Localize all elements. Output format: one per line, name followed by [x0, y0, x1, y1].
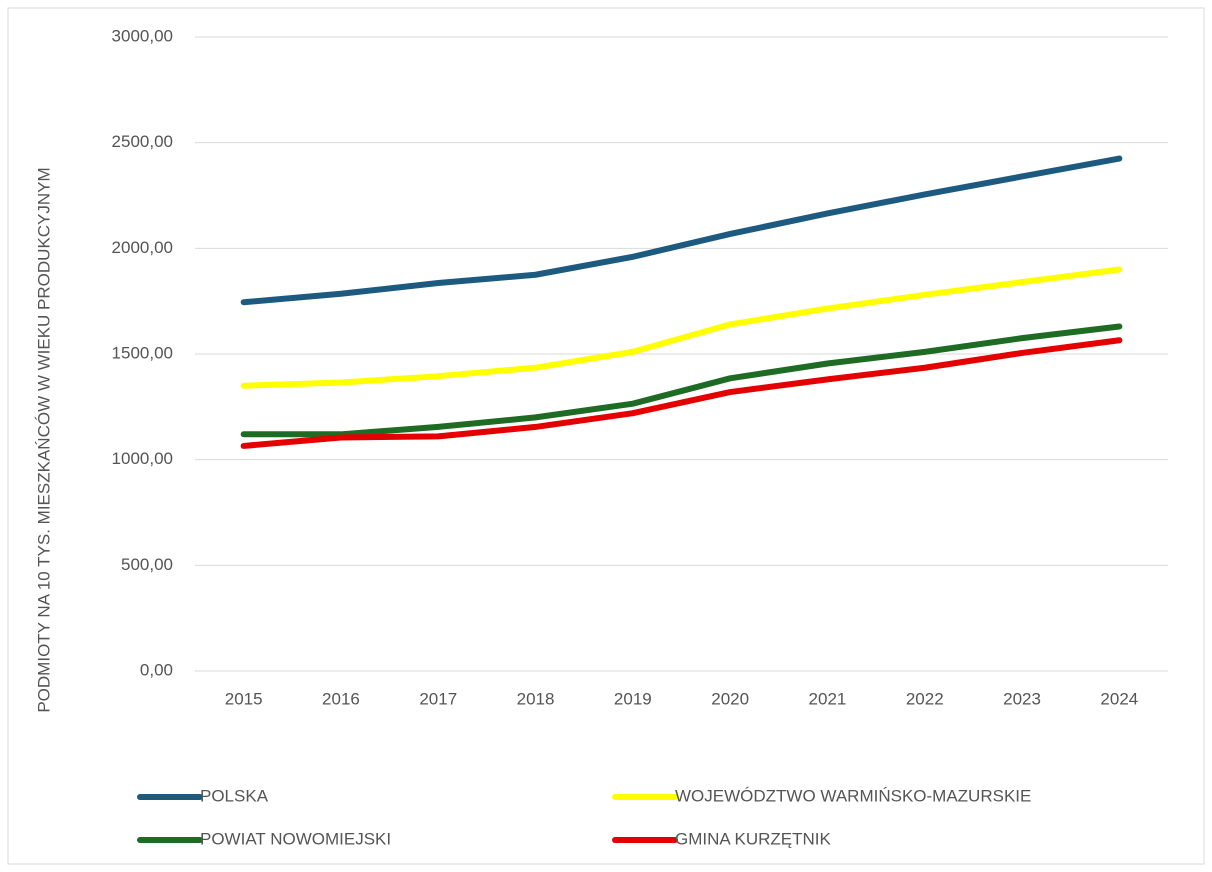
- y-tick-label: 500,00: [121, 555, 173, 574]
- y-tick-label: 1000,00: [112, 449, 173, 468]
- series-line: [240, 337, 1123, 449]
- x-tick-label: 2018: [517, 689, 555, 708]
- x-tick-label: 2020: [711, 689, 749, 708]
- x-tick-label: 2017: [419, 689, 457, 708]
- x-tick-label: 2015: [225, 689, 263, 708]
- series-line: [240, 266, 1123, 389]
- x-tick-label: 2019: [614, 689, 652, 708]
- y-axis-title: PODMIOTY NA 10 TYS. MIESZKAŃCÓW W WIEKU …: [34, 167, 53, 712]
- y-tick-label: 2500,00: [112, 132, 173, 151]
- x-tick-label: 2023: [1003, 689, 1041, 708]
- x-tick-label: 2021: [809, 689, 847, 708]
- series-line: [240, 155, 1123, 306]
- series-line: [240, 323, 1123, 438]
- chart-frame: [7, 7, 1205, 865]
- y-tick-label: 2000,00: [112, 238, 173, 257]
- legend-label: POWIAT NOWOMIEJSKI: [200, 829, 391, 848]
- x-tick-label: 2016: [322, 689, 360, 708]
- legend-label: GMINA KURZĘTNIK: [675, 829, 832, 848]
- legend-label: POLSKA: [200, 786, 269, 805]
- y-tick-label: 1500,00: [112, 343, 173, 362]
- y-tick-label: 0,00: [140, 660, 173, 679]
- x-tick-label: 2024: [1100, 689, 1138, 708]
- y-tick-label: 3000,00: [112, 26, 173, 45]
- legend-label: WOJEWÓDZTWO WARMIŃSKO-MAZURSKIE: [675, 786, 1031, 805]
- x-tick-label: 2022: [906, 689, 944, 708]
